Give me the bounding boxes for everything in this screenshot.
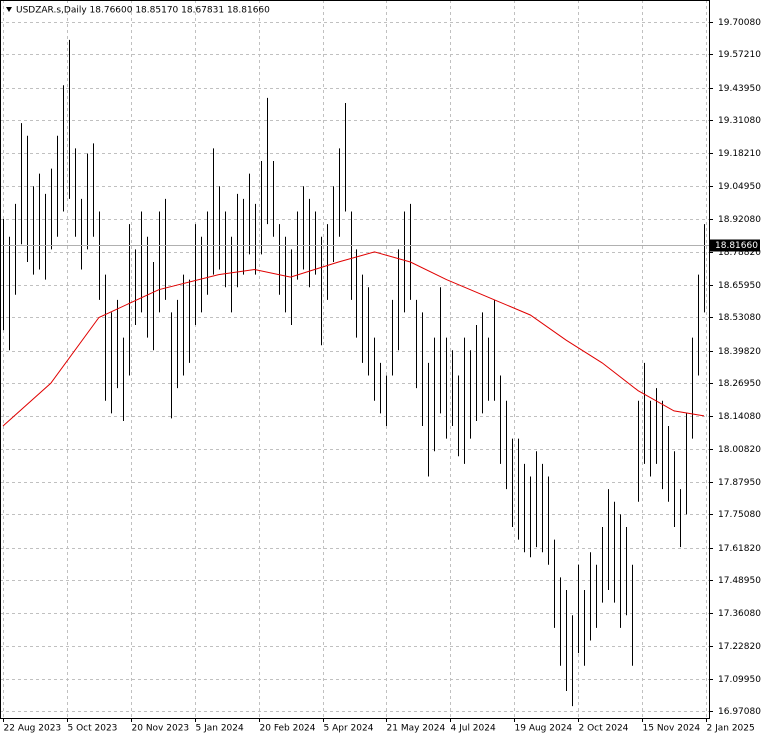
last-price-box — [710, 239, 760, 252]
x-tick-label: 5 Apr 2024 — [324, 724, 374, 734]
y-tick-label: 19.31080 — [718, 116, 761, 126]
chart-title: USDZAR.s,Daily 18.76600 18.85170 18.6783… — [16, 6, 270, 16]
y-tick-label: 18.78820 — [718, 248, 761, 258]
x-tick-label: 20 Feb 2024 — [260, 724, 316, 734]
x-tick-label: 5 Jan 2024 — [196, 724, 244, 734]
y-tick-label: 17.87950 — [718, 478, 761, 488]
y-tick-label: 17.48950 — [718, 576, 761, 586]
y-tick-label: 17.61820 — [718, 544, 761, 554]
y-tick-label: 18.00820 — [718, 445, 761, 455]
plot-frame — [0, 0, 710, 719]
y-tick-label: 19.57210 — [718, 50, 761, 60]
x-tick-label: 15 Nov 2024 — [643, 724, 701, 734]
y-tick-label: 18.53080 — [718, 313, 761, 323]
plot — [0, 39, 709, 707]
y-tick-label: 18.39820 — [718, 347, 761, 357]
y-tick-label: 18.92080 — [718, 215, 761, 225]
x-tick-label: 19 Aug 2024 — [515, 724, 573, 734]
y-tick-label: 18.26950 — [718, 379, 761, 389]
y-tick-label: 19.43950 — [718, 84, 761, 94]
y-tick-label: 17.22820 — [718, 642, 761, 652]
x-tick-label: 5 Oct 2023 — [68, 724, 118, 734]
y-tick-label: 18.14080 — [718, 412, 761, 422]
y-tick-label: 16.97080 — [718, 707, 761, 717]
y-tick-label: 17.09950 — [718, 675, 761, 685]
x-tick-label: 4 Jul 2024 — [451, 724, 496, 734]
y-tick-label: 19.18210 — [718, 149, 761, 159]
x-tick-label: 20 Nov 2023 — [132, 724, 190, 734]
last-price-label: 18.81660 — [715, 241, 758, 251]
x-tick-label: 2 Jan 2025 — [707, 724, 755, 734]
x-tick-label: 21 May 2024 — [387, 724, 446, 734]
y-tick-label: 17.36080 — [718, 609, 761, 619]
menu-icon[interactable] — [6, 7, 12, 12]
moving-average — [2, 251, 705, 427]
x-tick-label: 22 Aug 2023 — [4, 724, 62, 734]
y-tick-label: 19.04950 — [718, 182, 761, 192]
y-tick-label: 19.70080 — [718, 18, 761, 28]
x-tick-label: 2 Oct 2024 — [579, 724, 629, 734]
y-tick-label: 17.75080 — [718, 510, 761, 520]
y-tick-label: 18.65950 — [718, 281, 761, 291]
